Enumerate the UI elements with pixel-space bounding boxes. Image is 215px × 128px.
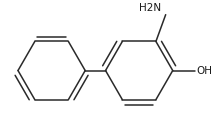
Text: OH: OH bbox=[196, 66, 212, 76]
Text: H2N: H2N bbox=[140, 3, 162, 13]
